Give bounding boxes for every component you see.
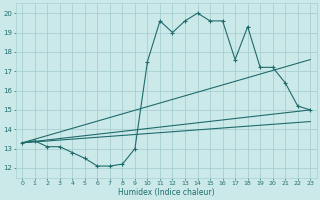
X-axis label: Humidex (Indice chaleur): Humidex (Indice chaleur): [118, 188, 214, 197]
